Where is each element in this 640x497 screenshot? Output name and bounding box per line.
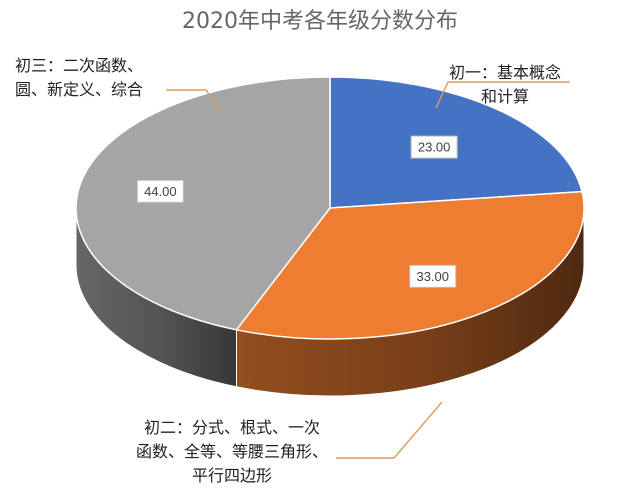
category-label-1: 初一：基本概念和计算 [449,63,561,106]
leader-line-3 [166,89,221,111]
chart-title: 2020年中考各年级分数分布 [182,9,458,34]
data-label-text: 23.00 [418,140,451,155]
data-label-text: 33.00 [416,269,449,284]
pie-top-layer [75,76,585,340]
data-label-3: 44.00 [136,179,184,203]
data-label-text: 44.00 [144,184,177,199]
leader-line-1 [435,81,570,109]
data-label-1: 23.00 [410,135,458,159]
leader-line-2 [336,401,443,459]
data-label-box [136,179,184,203]
data-label-box [410,135,458,159]
pie-slice-3 [75,76,331,331]
category-label-3: 初三：二次函数、圆、新定义、综合 [15,56,143,99]
data-label-2: 33.00 [409,264,457,288]
data-label-box [409,264,457,288]
leader-line-layer [166,81,570,459]
category-label-2: 初二：分式、根式、一次函数、全等、等腰三角形、平行四边形 [136,418,328,485]
label-layer: 23.00 初一：基本概念和计算 33.00 初二：分式、根式、一次函数、全等、等腰三… [15,56,561,485]
